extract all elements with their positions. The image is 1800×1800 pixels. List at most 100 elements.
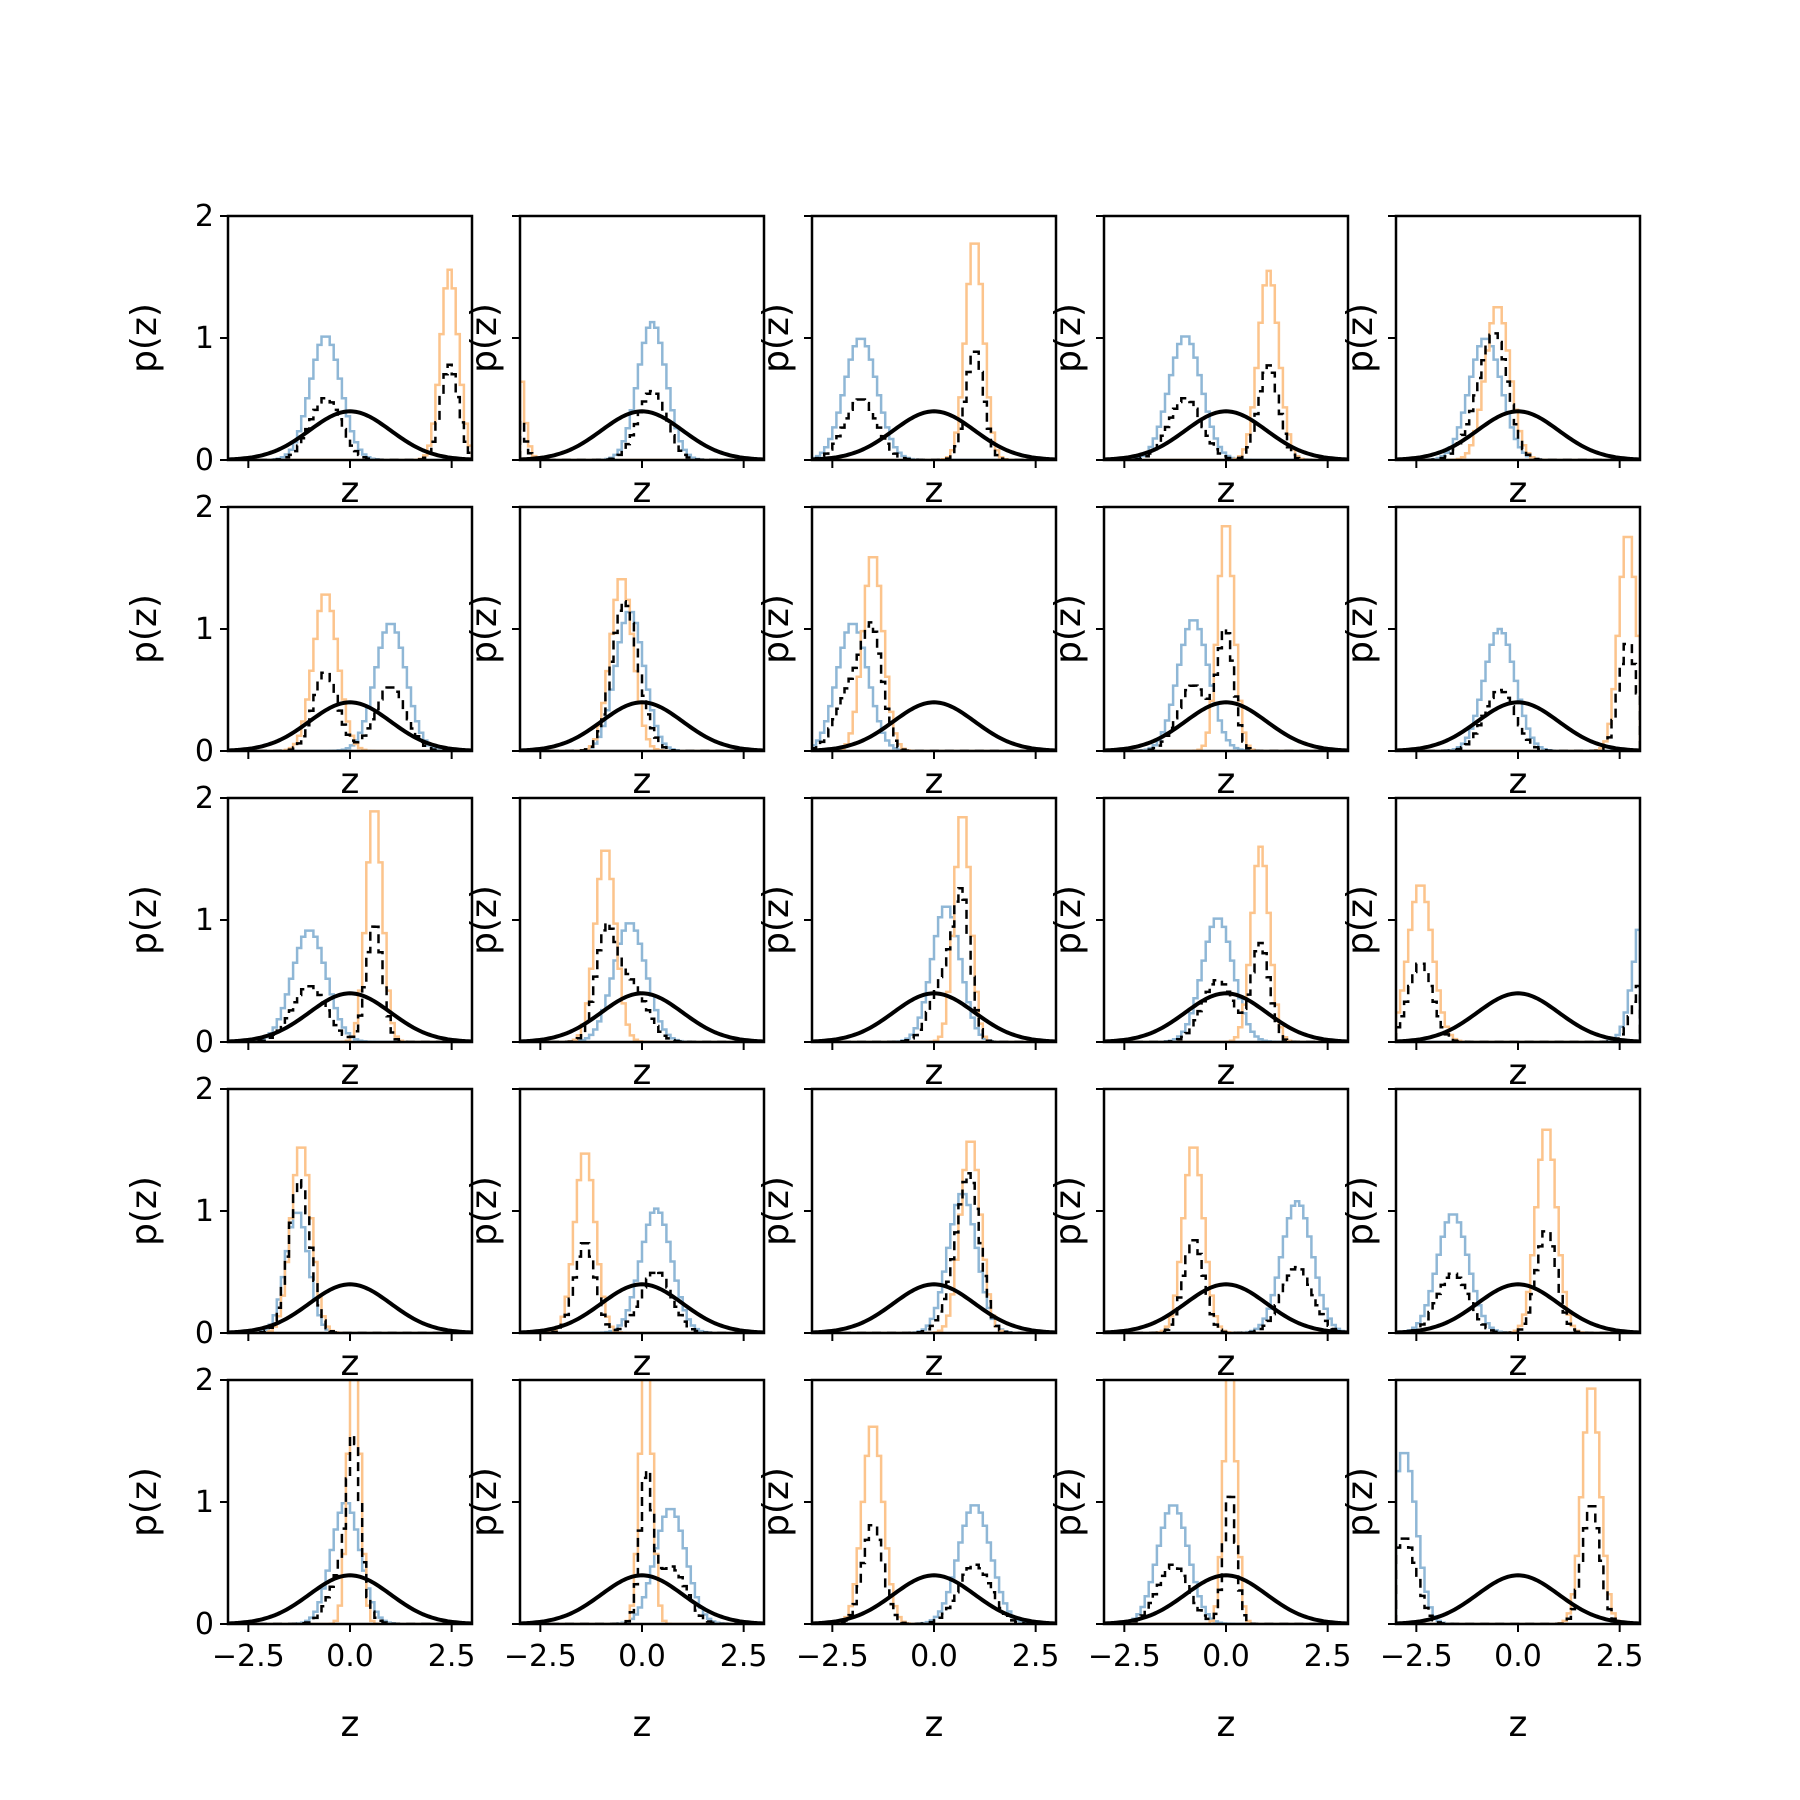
y-tick-label: 0 xyxy=(195,734,214,769)
plot-area xyxy=(228,1380,472,1624)
prior-normal-curve xyxy=(1396,1282,1640,1333)
blue-histogram xyxy=(812,1192,1056,1333)
y-axis-label: p(z) xyxy=(1340,1467,1381,1537)
mixture-dashed-histogram xyxy=(228,925,472,1042)
subplot-2-2: z p(z) xyxy=(464,505,766,802)
x-axis-label: z xyxy=(341,1343,360,1384)
mixture-dashed-histogram xyxy=(1104,364,1348,460)
subplot-5-3: −2.5 0.0 2.5 z p(z) xyxy=(756,1378,1060,1745)
orange-histogram xyxy=(228,810,472,1042)
orange-histogram xyxy=(520,380,764,460)
y-tick-label: 0 xyxy=(195,1025,214,1060)
x-axis-label: z xyxy=(1509,1052,1528,1093)
y-tick-label: 2 xyxy=(195,199,214,234)
blue-histogram xyxy=(1396,627,1640,751)
y-axis-label: p(z) xyxy=(1340,303,1381,373)
x-tick-label: 2.5 xyxy=(1012,1639,1060,1674)
plot-area xyxy=(1104,269,1348,460)
plot-area xyxy=(228,268,472,460)
y-axis-label: p(z) xyxy=(124,303,165,373)
blue-histogram xyxy=(520,922,764,1042)
x-tick-label: 0.0 xyxy=(1494,1639,1542,1674)
axes-frame xyxy=(1102,1087,1350,1335)
axes-frame xyxy=(226,1087,474,1335)
prior-normal-curve xyxy=(1104,1573,1348,1624)
plot-area xyxy=(1396,535,1640,751)
x-tick-label: 0.0 xyxy=(618,1639,666,1674)
x-axis-label: z xyxy=(633,1052,652,1093)
subplot-1-4: z p(z) xyxy=(1048,214,1350,511)
x-tick-label: −2.5 xyxy=(1088,1639,1161,1674)
x-axis-label: z xyxy=(1509,470,1528,511)
orange-histogram xyxy=(228,1380,472,1624)
orange-histogram xyxy=(812,556,1056,751)
mixture-dashed-histogram xyxy=(812,886,1056,1042)
prior-normal-curve xyxy=(1104,409,1348,460)
plot-area xyxy=(1396,1128,1640,1333)
y-axis-label: p(z) xyxy=(1048,1176,1089,1246)
x-axis-label: z xyxy=(633,1704,652,1745)
y-axis-label: p(z) xyxy=(756,885,797,955)
mixture-dashed-histogram xyxy=(1104,1495,1348,1624)
subplot-4-2: z p(z) xyxy=(464,1087,766,1384)
x-axis-label: z xyxy=(1509,761,1528,802)
subplot-3-5: z p(z) xyxy=(1340,796,1642,1093)
blue-histogram xyxy=(1104,335,1348,460)
subplot-5-4: −2.5 0.0 2.5 z p(z) xyxy=(1048,1378,1352,1745)
plot-area xyxy=(228,593,472,751)
subplot-4-4: z p(z) xyxy=(1048,1087,1350,1384)
x-tick-label: 2.5 xyxy=(428,1639,476,1674)
x-tick-label: −2.5 xyxy=(504,1639,577,1674)
prior-normal-curve xyxy=(520,700,764,751)
plot-area xyxy=(228,810,472,1042)
orange-histogram xyxy=(812,816,1056,1042)
x-axis-label: z xyxy=(341,1052,360,1093)
plot-area xyxy=(520,849,764,1042)
axes-frame xyxy=(1394,505,1642,753)
y-axis-label: p(z) xyxy=(1048,303,1089,373)
axes-frame xyxy=(1102,505,1350,753)
prior-normal-curve xyxy=(1396,409,1640,460)
prior-normal-curve xyxy=(520,1573,764,1624)
plot-area xyxy=(520,578,764,751)
blue-histogram xyxy=(1104,619,1348,751)
subplot-5-1: −2.5 0.0 2.5 0 1 2 z p(z) xyxy=(124,1363,476,1745)
y-axis-label: p(z) xyxy=(1340,594,1381,664)
y-axis-label: p(z) xyxy=(756,594,797,664)
prior-normal-curve xyxy=(1396,1573,1640,1624)
subplot-3-2: z p(z) xyxy=(464,796,766,1093)
blue-histogram xyxy=(1396,337,1640,460)
subplot-3-4: z p(z) xyxy=(1048,796,1350,1093)
subplot-1-5: z p(z) xyxy=(1340,214,1642,511)
y-axis-label: p(z) xyxy=(756,303,797,373)
x-axis-label: z xyxy=(341,761,360,802)
x-tick-label: −2.5 xyxy=(212,1639,285,1674)
x-tick-label: 0.0 xyxy=(1202,1639,1250,1674)
subplot-4-1: 0 1 2 z p(z) xyxy=(124,1072,474,1384)
x-axis-label: z xyxy=(341,470,360,511)
prior-normal-curve xyxy=(228,1282,472,1333)
x-tick-label: 2.5 xyxy=(1304,1639,1352,1674)
mixture-dashed-histogram xyxy=(812,1524,1056,1624)
x-axis-label: z xyxy=(1217,761,1236,802)
y-axis-label: p(z) xyxy=(124,885,165,955)
blue-histogram xyxy=(812,905,1056,1042)
subplot-2-4: z p(z) xyxy=(1048,505,1350,802)
blue-histogram xyxy=(1104,1504,1348,1624)
prior-normal-curve xyxy=(812,991,1056,1042)
mixture-dashed-histogram xyxy=(228,1434,472,1624)
orange-histogram xyxy=(1104,525,1348,751)
y-tick-label: 1 xyxy=(195,1194,214,1229)
orange-histogram xyxy=(1104,269,1348,460)
axes-frame xyxy=(810,1087,1058,1335)
plot-area xyxy=(1396,305,1640,460)
x-axis-label: z xyxy=(925,1343,944,1384)
subplot-2-5: z p(z) xyxy=(1340,505,1642,802)
mixture-dashed-histogram xyxy=(228,1179,472,1333)
x-axis-label: z xyxy=(925,470,944,511)
x-tick-label: 2.5 xyxy=(1596,1639,1644,1674)
mixture-dashed-histogram xyxy=(520,389,764,460)
axes-frame xyxy=(518,796,766,1044)
y-tick-label: 1 xyxy=(195,612,214,647)
plot-area xyxy=(1396,884,1640,1042)
